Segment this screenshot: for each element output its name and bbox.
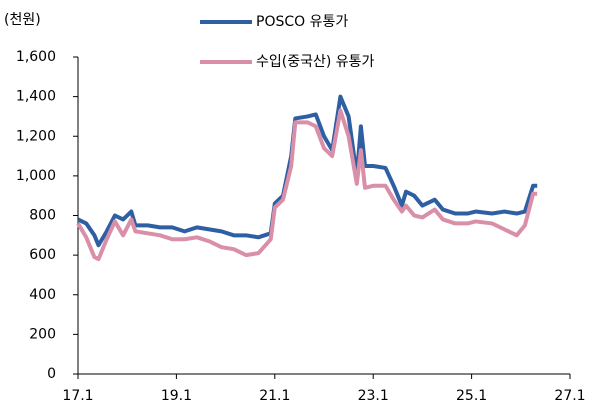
y-tick-label: 0 (47, 366, 56, 382)
y-tick-label: 200 (29, 326, 56, 342)
legend-label: POSCO 유통가 (256, 14, 348, 30)
x-tick-label: 25.1 (456, 388, 487, 404)
series-line (76, 108, 538, 262)
y-tick-label: 1,600 (16, 49, 56, 65)
y-tick-label: 400 (29, 287, 56, 303)
y-tick-label: 1,400 (16, 89, 56, 105)
y-tick-label: 1,200 (16, 128, 56, 144)
series-line (77, 94, 538, 248)
y-axis-label: (천원) (4, 12, 41, 28)
x-tick-label: 21.1 (259, 388, 290, 404)
y-tick-label: 1,000 (16, 168, 56, 184)
y-tick-label: 800 (29, 208, 56, 224)
x-tick-label: 19.1 (161, 388, 192, 404)
x-tick-label: 17.1 (62, 388, 93, 404)
y-tick-label: 600 (29, 247, 56, 263)
legend-label: 수입(중국산) 유통가 (256, 54, 375, 70)
x-tick-label: 27.1 (554, 388, 585, 404)
x-tick-label: 23.1 (358, 388, 389, 404)
